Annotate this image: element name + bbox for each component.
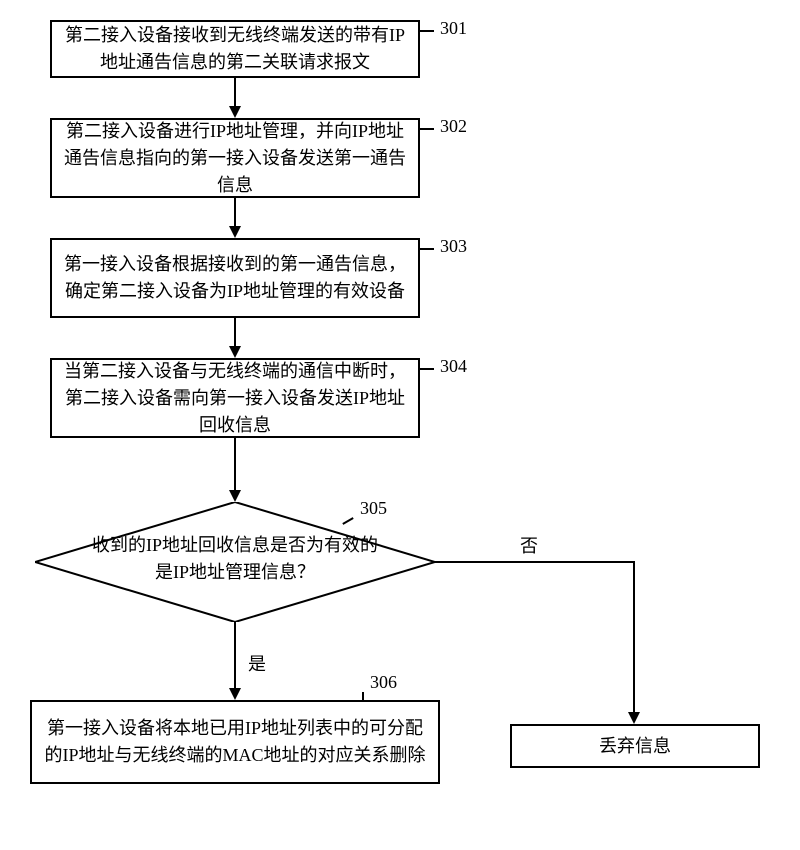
step-302: 第二接入设备进行IP地址管理，并向IP地址通告信息指向的第一接入设备发送第一通告… xyxy=(50,118,420,198)
decision-305: 收到的IP地址回收信息是否为有效的是IP地址管理信息？ xyxy=(35,502,435,622)
label-303: 303 xyxy=(440,236,467,257)
step-304: 当第二接入设备与无线终端的通信中断时，第二接入设备需向第一接入设备发送IP地址回… xyxy=(50,358,420,438)
arrow-302-303 xyxy=(234,198,236,228)
step-303: 第一接入设备根据接收到的第一通告信息，确定第二接入设备为IP地址管理的有效设备 xyxy=(50,238,420,318)
arrowhead-303-304 xyxy=(229,346,241,358)
edge-no: 否 xyxy=(520,532,538,558)
tick-304 xyxy=(420,368,434,370)
label-301: 301 xyxy=(440,18,467,39)
decision-305-text: 收到的IP地址回收信息是否为有效的是IP地址管理信息？ xyxy=(35,532,435,586)
edge-yes: 是 xyxy=(248,650,266,676)
arrowhead-302-303 xyxy=(229,226,241,238)
arrow-305-no-h xyxy=(435,561,635,563)
arrow-301-302 xyxy=(234,78,236,108)
label-302: 302 xyxy=(440,116,467,137)
step-discard: 丢弃信息 xyxy=(510,724,760,768)
step-304-text: 当第二接入设备与无线终端的通信中断时，第二接入设备需向第一接入设备发送IP地址回… xyxy=(62,358,408,439)
step-discard-text: 丢弃信息 xyxy=(599,733,671,760)
tick-306 xyxy=(362,692,364,700)
tick-302 xyxy=(420,128,434,130)
arrow-305-no-v xyxy=(633,561,635,714)
label-305: 305 xyxy=(360,498,387,519)
arrow-304-305 xyxy=(234,438,236,492)
tick-303 xyxy=(420,248,434,250)
step-301-text: 第二接入设备接收到无线终端发送的带有IP地址通告信息的第二关联请求报文 xyxy=(62,22,408,76)
arrowhead-305-yes xyxy=(229,688,241,700)
tick-301 xyxy=(420,30,434,32)
arrowhead-305-no xyxy=(628,712,640,724)
step-306-text: 第一接入设备将本地已用IP地址列表中的可分配的IP地址与无线终端的MAC地址的对… xyxy=(42,715,428,769)
label-306: 306 xyxy=(370,672,397,693)
step-306: 第一接入设备将本地已用IP地址列表中的可分配的IP地址与无线终端的MAC地址的对… xyxy=(30,700,440,784)
step-303-text: 第一接入设备根据接收到的第一通告信息，确定第二接入设备为IP地址管理的有效设备 xyxy=(62,251,408,305)
arrow-303-304 xyxy=(234,318,236,348)
label-304: 304 xyxy=(440,356,467,377)
arrowhead-301-302 xyxy=(229,106,241,118)
arrowhead-304-305 xyxy=(229,490,241,502)
flowchart-canvas: 第二接入设备接收到无线终端发送的带有IP地址通告信息的第二关联请求报文 301 … xyxy=(20,20,780,830)
arrow-305-yes xyxy=(234,622,236,690)
step-302-text: 第二接入设备进行IP地址管理，并向IP地址通告信息指向的第一接入设备发送第一通告… xyxy=(62,118,408,199)
step-301: 第二接入设备接收到无线终端发送的带有IP地址通告信息的第二关联请求报文 xyxy=(50,20,420,78)
